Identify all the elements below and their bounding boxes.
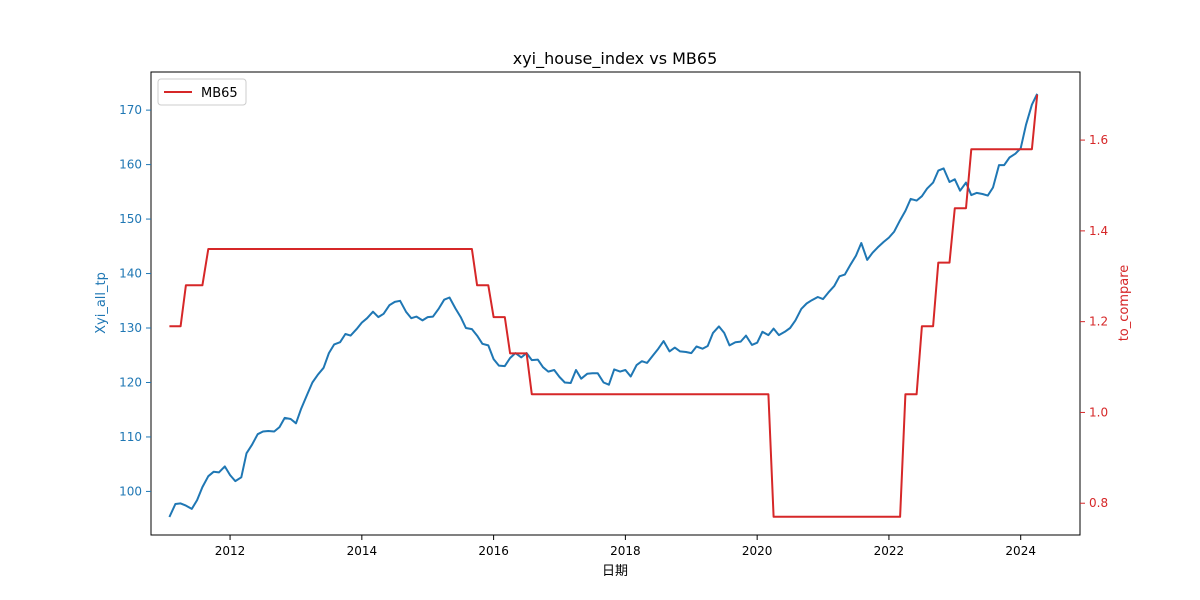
x-tick-label: 2014 [347,544,378,558]
chart-title: xyi_house_index vs MB65 [513,49,718,69]
left-y-tick-label: 110 [119,430,142,444]
right-y-tick-label: 1.4 [1089,224,1108,238]
right-y-tick-label: 1.2 [1089,315,1108,329]
plot-frame [150,71,1081,536]
x-tick-label: 2016 [478,544,509,558]
x-tick-label: 2020 [742,544,773,558]
left-y-tick-label: 120 [119,375,142,389]
left-y-tick-label: 140 [119,267,142,281]
right-y-tick-label: 0.8 [1089,496,1108,510]
x-tick-label: 2024 [1005,544,1036,558]
left-y-tick-label: 100 [119,484,142,498]
x-axis-label: 日期 [602,564,628,579]
left-y-tick-label: 130 [119,321,142,335]
legend-frame [157,78,247,106]
xyi-house-index-series-line [168,93,1039,518]
x-tick-label: 2012 [215,544,246,558]
right-y-tick-label: 1.6 [1089,133,1108,147]
right-y-tick-label: 1.0 [1089,405,1108,419]
left-y-tick-label: 150 [119,212,142,226]
x-tick-label: 2022 [874,544,905,558]
legend: MB65 [157,78,247,106]
legend-label-mb65: MB65 [201,86,238,101]
right-y-axis-label: to_compare [1117,265,1132,342]
left-y-axis-label: Xyi_all_tp [94,272,109,334]
x-tick-label: 2018 [610,544,641,558]
left-y-tick-label: 170 [119,103,142,117]
plot-area: 2012 2014 2016 2018 2020 2022 2024 100 110 120 130… [119,71,1108,558]
mb65-series-line [169,94,1039,518]
left-y-tick-label: 160 [119,158,142,172]
